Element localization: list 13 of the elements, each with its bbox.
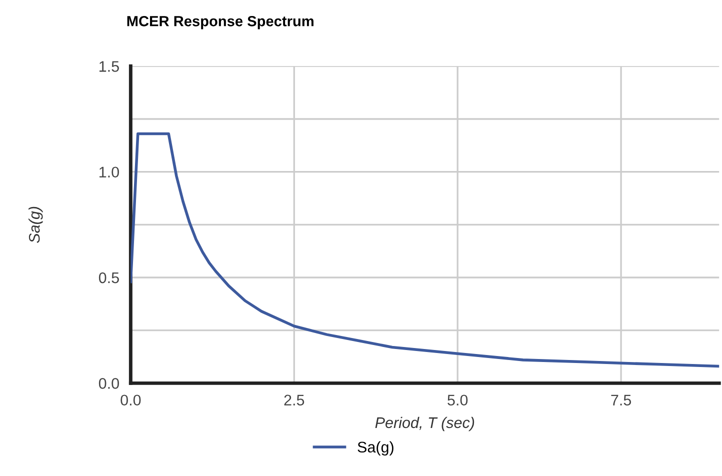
legend-label: Sa(g) bbox=[358, 441, 394, 456]
line-series bbox=[130, 132, 720, 368]
x-tick-label: 7.5 bbox=[611, 394, 632, 406]
x-tick-label: 2.5 bbox=[284, 394, 304, 406]
chart-title: MCER Response Spectrum bbox=[127, 16, 314, 30]
y-axis-title: Sa(g) bbox=[28, 206, 43, 243]
y-tick-label: 0.5 bbox=[98, 272, 119, 284]
y-tick-label: 0.0 bbox=[98, 378, 119, 389]
x-tick-label: 5.0 bbox=[448, 394, 468, 406]
y-tick-label: 1.5 bbox=[100, 61, 119, 72]
x-tick-label: 0.0 bbox=[120, 394, 141, 406]
y-tick-label: 1.0 bbox=[100, 166, 119, 178]
x-axis-title: Period, T (sec) bbox=[375, 416, 474, 432]
